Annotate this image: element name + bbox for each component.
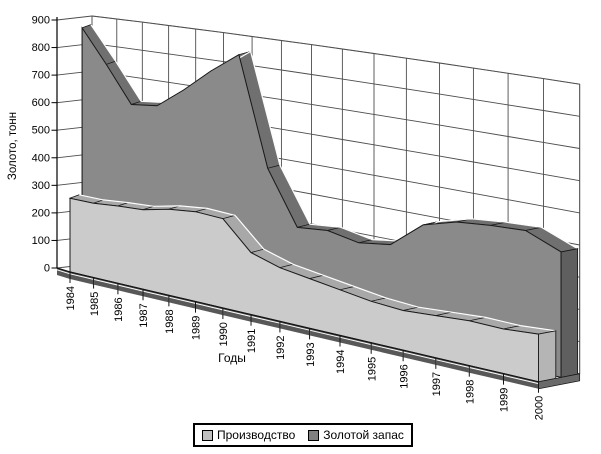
y-tick-label: 200 xyxy=(32,207,50,219)
y-axis-title: Золото, тонн xyxy=(7,112,19,180)
x-tick-label: 1989 xyxy=(191,316,203,340)
y-tick-label: 900 xyxy=(32,15,50,27)
floor-top-edge xyxy=(56,267,539,383)
x-axis-title: Годы xyxy=(218,351,246,365)
x-tick-label: 1986 xyxy=(113,297,125,321)
x-tick-label: 1988 xyxy=(164,309,176,333)
area-production xyxy=(68,194,557,383)
x-tick-label: 1985 xyxy=(89,292,101,316)
y-tick-label: 100 xyxy=(32,235,50,247)
legend-item-production: Производство xyxy=(202,428,295,442)
x-tick-label: 1998 xyxy=(464,380,476,404)
x-tick-label: 1997 xyxy=(431,372,443,396)
legend-item-gold-reserve: Золотой запас xyxy=(308,428,404,442)
legend-label-production: Производство xyxy=(217,428,296,442)
y-tick-label: 500 xyxy=(32,125,50,137)
x-tick-label: 1999 xyxy=(499,388,511,412)
y-tick-label: 600 xyxy=(32,97,50,109)
area-front-face xyxy=(69,197,539,383)
y-axis: 0 100 200 300 400 500 600 700 800 900 Золото, тонн xyxy=(7,15,58,275)
x-tick-label: 2000 xyxy=(534,396,546,420)
band-highlight xyxy=(79,194,556,332)
x-tick-label: 1993 xyxy=(305,342,317,366)
x-tick-label: 1996 xyxy=(398,364,410,388)
side-gridline xyxy=(56,15,93,21)
x-tick-label: 1987 xyxy=(138,303,150,327)
legend: Производство Золотой запас xyxy=(193,423,413,447)
y-tick-label: 0 xyxy=(44,263,50,275)
y-tick-label: 400 xyxy=(32,152,50,164)
band-highlight xyxy=(90,24,578,250)
x-tick-label: 1990 xyxy=(218,322,230,346)
x-tick-label: 1994 xyxy=(335,350,347,374)
floor-highlight xyxy=(56,269,539,385)
area-right-cap xyxy=(538,330,557,383)
legend-swatch-production xyxy=(202,429,213,441)
area-right-cap xyxy=(560,248,579,378)
x-tick-label: 1992 xyxy=(275,335,287,359)
gridline-h xyxy=(91,15,580,85)
floor-front-band xyxy=(57,268,539,389)
legend-label-gold-reserve: Золотой запас xyxy=(323,428,404,442)
x-axis: 1984 1985 1986 1987 1988 1989 1990 1991 1992 1993… xyxy=(65,272,546,420)
legend-swatch-gold-reserve xyxy=(308,429,320,441)
y-tick-label: 800 xyxy=(32,42,50,54)
y-tick-label: 300 xyxy=(32,180,50,192)
x-tick-label: 1984 xyxy=(65,286,77,310)
y-tick-label: 700 xyxy=(32,70,50,82)
x-tick-label: 1991 xyxy=(246,329,258,353)
x-tick-label: 1995 xyxy=(366,357,378,381)
